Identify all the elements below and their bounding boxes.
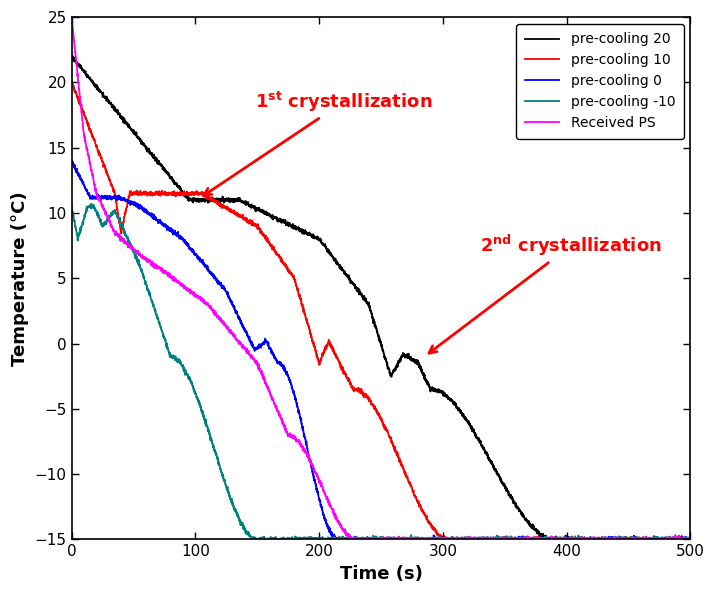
Line: pre-cooling -10: pre-cooling -10	[72, 204, 690, 540]
pre-cooling -10	[248, 536, 257, 544]
pre-cooling 20	[544, 536, 553, 544]
Received PS	[67, 13, 76, 20]
pre-cooling 20	[674, 536, 683, 543]
pre-cooling -10	[332, 536, 340, 543]
Received PS	[304, 453, 313, 460]
Line: pre-cooling 10: pre-cooling 10	[72, 83, 690, 540]
pre-cooling -10	[87, 200, 95, 207]
pre-cooling 20	[175, 182, 183, 189]
pre-cooling 0	[331, 536, 339, 544]
X-axis label: Time (s): Time (s)	[339, 565, 422, 583]
Line: pre-cooling 0: pre-cooling 0	[72, 160, 690, 540]
Y-axis label: Temperature (°C): Temperature (°C)	[11, 191, 29, 365]
pre-cooling 20	[137, 140, 146, 147]
pre-cooling 0	[686, 536, 695, 543]
pre-cooling 0	[332, 535, 340, 542]
pre-cooling 20	[67, 51, 76, 58]
pre-cooling -10	[138, 270, 147, 277]
Received PS	[674, 536, 683, 544]
pre-cooling 0	[138, 206, 147, 213]
pre-cooling -10	[686, 536, 695, 544]
pre-cooling 0	[175, 233, 183, 240]
Line: pre-cooling 20: pre-cooling 20	[72, 55, 690, 540]
pre-cooling 10	[175, 191, 183, 198]
Line: Received PS: Received PS	[72, 17, 690, 540]
pre-cooling 10	[674, 536, 683, 543]
pre-cooling 20	[607, 536, 616, 544]
pre-cooling 20	[686, 536, 695, 544]
pre-cooling 0	[67, 160, 76, 168]
Received PS	[137, 254, 146, 261]
pre-cooling 0	[608, 536, 616, 543]
pre-cooling 10	[608, 536, 616, 544]
pre-cooling 10	[442, 536, 450, 544]
pre-cooling 0	[305, 453, 314, 460]
pre-cooling 0	[674, 536, 683, 544]
pre-cooling 10	[138, 191, 147, 198]
Text: $\mathbf{2^{nd}}$ $\mathbf{crystallization}$: $\mathbf{2^{nd}}$ $\mathbf{crystallizati…	[429, 233, 662, 353]
pre-cooling 10	[305, 324, 314, 331]
pre-cooling 10	[67, 79, 76, 86]
pre-cooling -10	[305, 533, 314, 541]
pre-cooling 20	[332, 257, 340, 264]
pre-cooling -10	[67, 202, 76, 209]
pre-cooling -10	[674, 535, 683, 542]
pre-cooling 10	[686, 536, 695, 543]
pre-cooling -10	[175, 357, 183, 364]
pre-cooling 10	[67, 79, 76, 86]
pre-cooling 20	[304, 231, 313, 238]
Received PS	[175, 279, 183, 286]
pre-cooling 10	[332, 351, 340, 358]
Received PS	[351, 536, 359, 544]
Received PS	[607, 536, 616, 544]
Text: $\mathbf{1^{st}}$ $\mathbf{crystallization}$: $\mathbf{1^{st}}$ $\mathbf{crystallizati…	[204, 90, 432, 195]
Received PS	[332, 512, 340, 519]
Received PS	[686, 536, 695, 544]
Legend: pre-cooling 20, pre-cooling 10, pre-cooling 0, pre-cooling -10, Received PS: pre-cooling 20, pre-cooling 10, pre-cool…	[516, 24, 684, 138]
pre-cooling -10	[608, 536, 616, 544]
pre-cooling 0	[67, 157, 76, 164]
